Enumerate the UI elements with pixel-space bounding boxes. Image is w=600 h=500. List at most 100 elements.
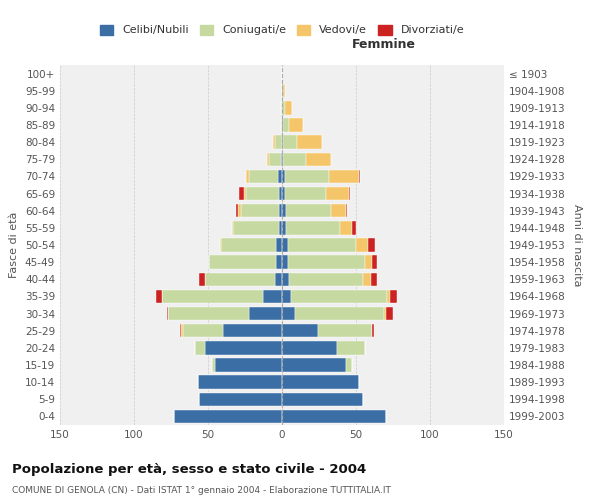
Bar bbox=[295, 307, 384, 320]
Bar bbox=[386, 307, 393, 320]
Bar bbox=[291, 290, 387, 303]
Bar bbox=[282, 136, 283, 149]
Bar bbox=[273, 136, 275, 149]
Y-axis label: Anni di nascita: Anni di nascita bbox=[572, 204, 582, 286]
Bar bbox=[288, 256, 365, 269]
Bar bbox=[371, 272, 377, 286]
Text: Popolazione per età, sesso e stato civile - 2004: Popolazione per età, sesso e stato civil… bbox=[12, 462, 366, 475]
Legend: Celibi/Nubili, Coniugati/e, Vedovi/e, Divorziati/e: Celibi/Nubili, Coniugati/e, Vedovi/e, Di… bbox=[95, 20, 469, 40]
Bar bbox=[297, 136, 322, 149]
Bar bbox=[364, 272, 371, 286]
Bar bbox=[156, 290, 162, 303]
Bar bbox=[232, 221, 233, 234]
Bar bbox=[356, 238, 368, 252]
Bar bbox=[215, 358, 282, 372]
Bar bbox=[331, 204, 346, 218]
Bar bbox=[282, 307, 295, 320]
Bar bbox=[283, 118, 289, 132]
Bar bbox=[282, 84, 283, 98]
Bar bbox=[368, 238, 375, 252]
Text: Femmine: Femmine bbox=[352, 38, 416, 51]
Bar bbox=[197, 376, 282, 389]
Bar bbox=[247, 187, 279, 200]
Bar bbox=[239, 187, 244, 200]
Bar bbox=[181, 324, 183, 338]
Bar bbox=[180, 324, 181, 338]
Bar bbox=[372, 324, 374, 338]
Bar bbox=[199, 272, 205, 286]
Bar bbox=[205, 272, 275, 286]
Bar bbox=[221, 238, 276, 252]
Bar bbox=[282, 410, 386, 423]
Bar bbox=[329, 170, 359, 183]
Bar bbox=[183, 324, 223, 338]
Bar bbox=[282, 204, 286, 218]
Bar bbox=[205, 341, 282, 354]
Bar bbox=[263, 290, 282, 303]
Bar bbox=[387, 290, 390, 303]
Bar bbox=[282, 256, 288, 269]
Bar bbox=[223, 324, 282, 338]
Bar bbox=[236, 204, 238, 218]
Bar bbox=[233, 221, 279, 234]
Bar bbox=[282, 324, 317, 338]
Bar bbox=[282, 152, 283, 166]
Bar bbox=[359, 170, 361, 183]
Bar bbox=[244, 187, 247, 200]
Bar bbox=[247, 170, 250, 183]
Bar bbox=[286, 221, 340, 234]
Bar bbox=[194, 341, 205, 354]
Bar bbox=[174, 410, 282, 423]
Bar bbox=[372, 256, 377, 269]
Bar bbox=[349, 187, 350, 200]
Y-axis label: Fasce di età: Fasce di età bbox=[10, 212, 19, 278]
Bar bbox=[282, 272, 289, 286]
Bar bbox=[283, 84, 285, 98]
Bar bbox=[283, 152, 305, 166]
Bar bbox=[282, 118, 283, 132]
Bar bbox=[276, 238, 282, 252]
Bar bbox=[326, 187, 349, 200]
Bar bbox=[209, 256, 276, 269]
Bar bbox=[289, 272, 364, 286]
Bar bbox=[289, 118, 303, 132]
Bar bbox=[317, 324, 372, 338]
Bar bbox=[282, 187, 285, 200]
Bar bbox=[250, 307, 282, 320]
Bar bbox=[346, 204, 347, 218]
Bar bbox=[267, 152, 269, 166]
Bar bbox=[275, 136, 282, 149]
Bar bbox=[282, 341, 337, 354]
Bar bbox=[337, 341, 365, 354]
Bar bbox=[250, 170, 278, 183]
Bar bbox=[279, 204, 282, 218]
Bar bbox=[365, 256, 372, 269]
Bar bbox=[167, 307, 168, 320]
Bar bbox=[281, 152, 282, 166]
Bar bbox=[285, 101, 292, 114]
Bar bbox=[281, 118, 282, 132]
Bar bbox=[276, 256, 282, 269]
Bar bbox=[212, 358, 215, 372]
Bar bbox=[340, 221, 352, 234]
Bar bbox=[282, 392, 364, 406]
Bar bbox=[285, 187, 326, 200]
Bar bbox=[278, 170, 282, 183]
Bar bbox=[384, 307, 386, 320]
Bar bbox=[269, 152, 281, 166]
Bar bbox=[279, 221, 282, 234]
Bar bbox=[346, 358, 352, 372]
Bar bbox=[282, 238, 288, 252]
Bar bbox=[283, 136, 297, 149]
Bar bbox=[282, 170, 285, 183]
Bar bbox=[305, 152, 331, 166]
Bar bbox=[282, 221, 286, 234]
Bar bbox=[281, 101, 282, 114]
Bar bbox=[282, 290, 291, 303]
Bar bbox=[199, 392, 282, 406]
Bar bbox=[286, 204, 331, 218]
Bar bbox=[282, 101, 285, 114]
Bar bbox=[282, 358, 346, 372]
Bar bbox=[168, 307, 250, 320]
Bar bbox=[390, 290, 397, 303]
